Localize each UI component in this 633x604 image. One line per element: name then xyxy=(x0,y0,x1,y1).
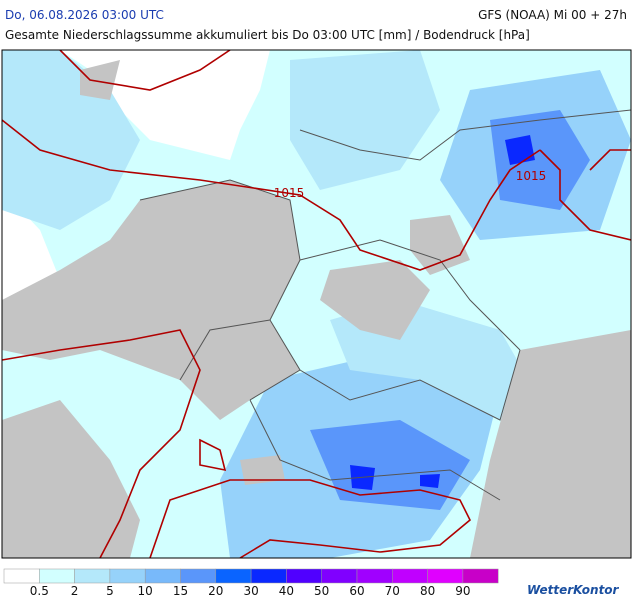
legend-label: 2 xyxy=(71,584,79,598)
isobar-label: 1015 xyxy=(274,186,305,200)
legend-swatch xyxy=(356,568,393,584)
legend-swatch xyxy=(144,568,181,584)
legend-swatch xyxy=(3,568,40,584)
legend-label: 20 xyxy=(208,584,223,598)
legend-label: 40 xyxy=(279,584,294,598)
legend-label: 90 xyxy=(455,584,470,598)
map: 1015 1015 xyxy=(1,49,632,559)
legend-swatch xyxy=(321,568,358,584)
legend-label: 80 xyxy=(420,584,435,598)
legend-label: 10 xyxy=(138,584,153,598)
legend-label: 70 xyxy=(385,584,400,598)
model-run: GFS (NOAA) Mi 00 + 27h xyxy=(478,8,627,22)
legend-swatch xyxy=(392,568,428,584)
legend-swatch xyxy=(250,568,287,584)
isobar-label: 1015 xyxy=(516,169,547,183)
map-title: Gesamte Niederschlagssumme akkumuliert b… xyxy=(5,28,530,42)
legend-swatch xyxy=(427,568,464,584)
legend-label: 30 xyxy=(243,584,258,598)
legend-swatch xyxy=(286,568,322,584)
datetime: Do, 06.08.2026 03:00 UTC xyxy=(5,8,164,22)
legend: 0.5 2 5 10 15 20 30 40 50 60 70 80 90 xyxy=(3,568,499,598)
brand: WetterKontor xyxy=(527,583,620,597)
legend-swatch xyxy=(74,568,111,584)
legend-swatch xyxy=(215,568,252,584)
legend-swatch xyxy=(109,568,146,584)
legend-label: 5 xyxy=(106,584,114,598)
legend-label: 60 xyxy=(349,584,364,598)
legend-swatch xyxy=(39,568,75,584)
legend-swatch xyxy=(462,568,499,584)
legend-label: 0.5 xyxy=(30,584,49,598)
legend-swatch xyxy=(180,568,217,584)
legend-label: 15 xyxy=(173,584,188,598)
legend-label: 50 xyxy=(314,584,329,598)
